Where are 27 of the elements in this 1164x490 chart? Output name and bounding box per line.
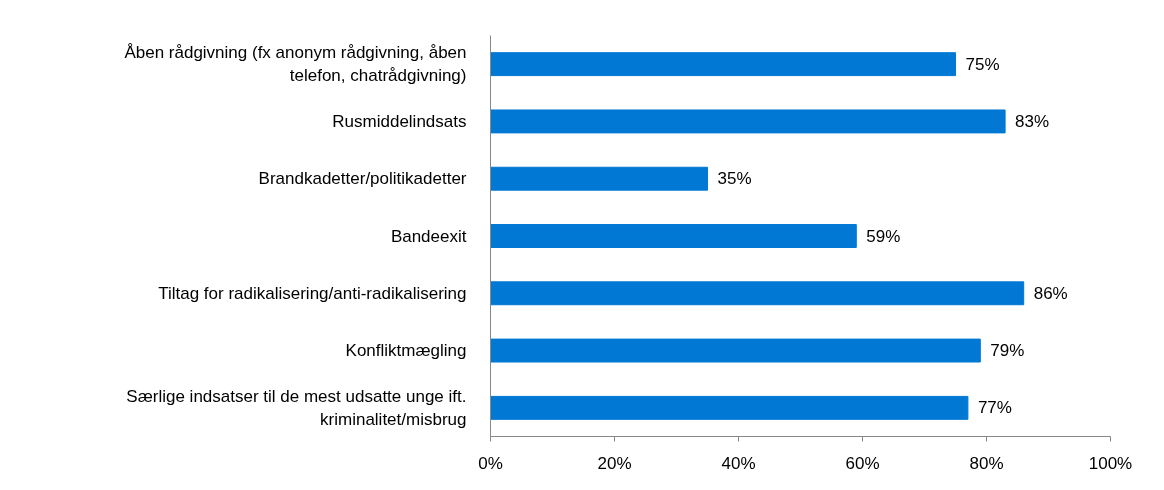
data-label: 79%: [990, 341, 1025, 361]
x-tick-label: 80%: [969, 453, 1004, 473]
data-label: 86%: [1033, 283, 1068, 303]
y-tick-label: Åben rådgivning (fx anonym rådgivning, åben telefon, chatrådgivning): [124, 43, 467, 86]
y-tick-label: Tiltag for radikalisering/anti-radikalisering: [158, 283, 467, 303]
x-tick-label: 100%: [1088, 453, 1133, 473]
data-label: 59%: [866, 226, 901, 246]
data-label: 77%: [977, 398, 1012, 418]
data-label: 35%: [717, 169, 752, 189]
data-label: 75%: [965, 54, 1000, 74]
data-label: 83%: [1015, 111, 1050, 131]
y-tick-label: Konfliktmægling: [345, 341, 467, 361]
y-tick-label: Bandeexit: [390, 226, 467, 246]
bar: [490, 109, 1006, 134]
bar: [490, 395, 969, 420]
bar: [490, 166, 708, 191]
x-tick-label: 0%: [478, 453, 503, 473]
bar: [490, 52, 956, 77]
bar: [490, 338, 981, 363]
bar: [490, 224, 857, 248]
bar: [490, 281, 1025, 306]
y-tick-label: Særlige indsatser til de mest udsatte unge ift. kriminalitet/misbrug: [126, 386, 467, 429]
x-tick-label: 20%: [597, 453, 632, 473]
y-tick-label: Rusmiddelindsats: [332, 111, 467, 131]
x-tick-label: 60%: [845, 453, 880, 473]
x-tick-label: 40%: [721, 453, 756, 473]
y-tick-label: Brandkadetter/politikadetter: [258, 169, 467, 189]
